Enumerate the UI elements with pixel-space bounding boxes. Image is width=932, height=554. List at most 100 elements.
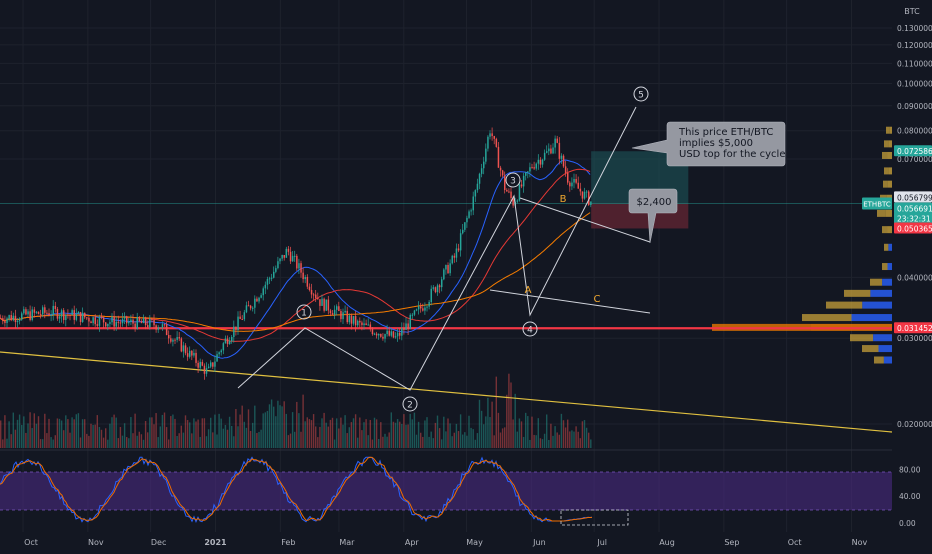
volume-bar-251 xyxy=(527,416,529,448)
volume-bar-239 xyxy=(501,428,504,448)
candle-body-110 xyxy=(231,336,233,342)
y-tick-2: 0.110000 xyxy=(897,59,932,68)
volume-bar-76 xyxy=(159,426,161,448)
candle-body-58 xyxy=(121,318,124,324)
candle-body-269 xyxy=(564,166,567,173)
candle-body-137 xyxy=(287,248,290,252)
price-axis[interactable]: BTC 0.130000 0.120000 0.110000 0.100000 0.090… xyxy=(862,0,932,550)
candle-body-82 xyxy=(172,339,174,342)
volume-bar-271 xyxy=(569,431,571,448)
candle-body-261 xyxy=(548,148,550,152)
vp-bar-10 xyxy=(870,278,883,286)
volume-bar-59 xyxy=(123,423,126,448)
volume-bar-135 xyxy=(283,401,285,448)
volume-bar-202 xyxy=(424,420,426,448)
symbol-badge: ETHBTC xyxy=(863,201,891,209)
candle-body-96 xyxy=(201,361,204,366)
volume-bar-153 xyxy=(321,418,323,448)
candle-body-53 xyxy=(111,316,113,323)
candle-body-247 xyxy=(518,184,521,201)
candle-body-260 xyxy=(546,151,548,153)
volume-bar-53 xyxy=(111,417,113,448)
candle-body-68 xyxy=(142,317,145,324)
volume-bar-273 xyxy=(573,431,575,448)
volume-bar-50 xyxy=(105,428,107,448)
volume-bar-133 xyxy=(279,405,281,448)
volume-bar-93 xyxy=(195,421,197,448)
vp-bar-b-6 xyxy=(885,209,892,217)
volume-bar-143 xyxy=(300,431,302,448)
candle-body-228 xyxy=(478,173,481,184)
volume-bar-40 xyxy=(84,419,86,448)
candle-body-18 xyxy=(37,311,40,315)
volume-bar-12 xyxy=(25,432,27,448)
volume-bar-281 xyxy=(590,439,592,448)
label-support-bg xyxy=(894,322,932,334)
candle-body-281 xyxy=(590,201,592,205)
volume-bar-109 xyxy=(228,416,231,448)
candle-body-199 xyxy=(417,306,420,310)
wave-label-4: 4 xyxy=(527,326,533,336)
x-tick-1: Nov xyxy=(88,538,104,547)
candle-body-162 xyxy=(340,311,342,320)
volume-bar-1 xyxy=(2,439,4,448)
candle-body-207 xyxy=(434,287,437,293)
volume-bar-207 xyxy=(434,422,437,448)
candle-body-113 xyxy=(237,316,239,331)
candle-body-11 xyxy=(23,309,25,314)
wave-label-1: 1 xyxy=(301,309,307,319)
candle-body-135 xyxy=(283,254,285,258)
candle-body-184 xyxy=(386,330,388,335)
candle-body-32 xyxy=(67,314,69,316)
volume-bar-182 xyxy=(382,436,384,448)
vp-bar-13 xyxy=(802,314,852,322)
candle-body-154 xyxy=(323,298,325,311)
volume-bar-117 xyxy=(245,427,248,448)
volume-bar-71 xyxy=(149,417,151,448)
candle-body-259 xyxy=(543,152,546,160)
volume-bar-87 xyxy=(182,432,185,448)
volume-bar-226 xyxy=(474,439,476,448)
volume-bar-278 xyxy=(583,420,586,448)
candle-body-267 xyxy=(560,155,563,159)
candle-body-115 xyxy=(241,318,243,320)
candle-body-41 xyxy=(86,317,88,319)
candle-body-64 xyxy=(134,323,136,329)
volume-bar-150 xyxy=(315,426,317,448)
candle-body-209 xyxy=(438,285,441,288)
moving-averages xyxy=(0,159,591,359)
volume-bar-177 xyxy=(371,439,374,448)
candle-body-198 xyxy=(415,309,418,311)
candle-body-239 xyxy=(501,170,504,176)
callout-main-line-2: USD top for the cycle xyxy=(679,149,785,160)
y-tick-8: 0.030000 xyxy=(897,334,932,343)
volume-bar-197 xyxy=(413,412,416,448)
volume-bar-23 xyxy=(48,418,50,448)
candle-body-185 xyxy=(388,330,390,336)
y-tick-4: 0.090000 xyxy=(897,102,932,111)
volume-bar-74 xyxy=(155,413,157,448)
volume-bar-216 xyxy=(453,432,455,448)
volume-bar-280 xyxy=(588,432,590,448)
long-trendline xyxy=(0,351,893,433)
volume-bar-268 xyxy=(562,420,565,448)
candle-body-145 xyxy=(304,277,306,280)
candle-body-243 xyxy=(510,191,512,198)
candle-body-59 xyxy=(123,316,126,319)
volume-bar-24 xyxy=(50,437,52,448)
candle-body-174 xyxy=(365,323,367,325)
candle-body-10 xyxy=(21,313,23,320)
candle-body-280 xyxy=(588,191,590,205)
time-axis[interactable]: Oct Nov Dec 2021 Feb Mar Apr May Jun Jul Aug Sep Oct… xyxy=(24,538,867,547)
symbol-badge-bg xyxy=(862,197,892,210)
candle-body-240 xyxy=(504,175,506,190)
volume-bar-266 xyxy=(558,434,560,448)
volume-bar-5 xyxy=(10,434,12,448)
volume-bar-4 xyxy=(8,421,10,448)
candle-body-31 xyxy=(65,314,67,320)
channel-top xyxy=(519,197,651,243)
volume-bar-104 xyxy=(218,413,220,448)
candle-body-106 xyxy=(222,343,225,351)
